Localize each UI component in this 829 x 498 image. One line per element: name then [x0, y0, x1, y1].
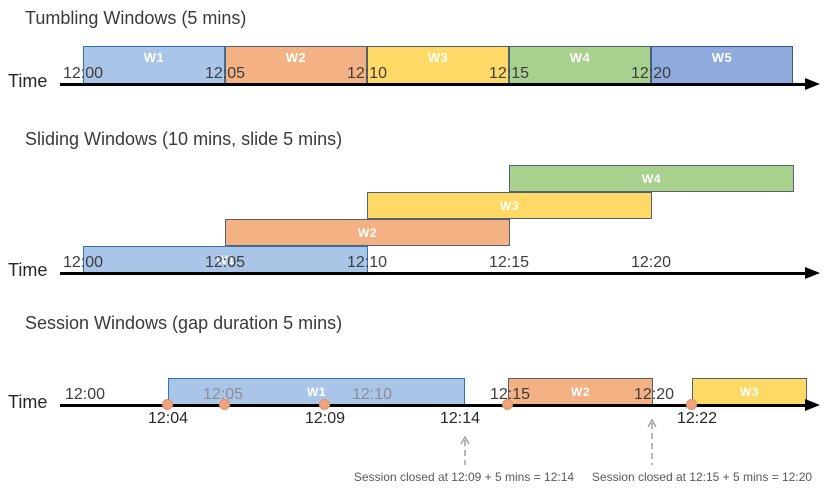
axis-tick-label: 12:00	[62, 65, 104, 82]
up-arrow-icon	[460, 435, 470, 465]
axis-tick-label: 12:15	[488, 254, 530, 271]
event-dot	[502, 399, 513, 410]
axis-tick-label: 12:00	[62, 254, 104, 271]
event-dot	[686, 399, 697, 410]
sliding-section-title: Sliding Windows (10 mins, slide 5 mins)	[25, 129, 343, 149]
axis-tick-label: 12:05	[204, 254, 246, 271]
axis-tick-label: 12:20	[630, 254, 672, 271]
axis-tick-label: 12:00	[64, 386, 106, 403]
event-dot	[162, 399, 173, 410]
sliding-window-w1: W1	[83, 246, 368, 273]
event-time-label: 12:09	[304, 410, 346, 427]
tumbling-window-w3: W3	[367, 46, 509, 84]
window-label: W4	[569, 50, 591, 65]
window-label: W1	[216, 252, 235, 267]
axis-arrowhead-icon	[805, 78, 820, 90]
sliding-window-w3: W3	[367, 192, 652, 219]
window-label: W1	[307, 384, 326, 399]
sliding-time-axis-label: Time	[8, 260, 48, 280]
event-dot	[219, 399, 230, 410]
tumbling-window-w5: W5	[651, 46, 793, 84]
axis-arrowhead-icon	[805, 267, 820, 279]
event-time-label: 12:04	[147, 410, 189, 427]
sliding-window-w2: W2	[225, 219, 510, 246]
event-dot	[319, 399, 330, 410]
sliding-time-axis	[60, 272, 808, 275]
axis-tick-label: 12:15	[488, 65, 530, 82]
up-arrow-icon	[647, 418, 657, 465]
axis-tick-label: 12:15	[489, 386, 531, 403]
session-window-w1: W1	[168, 378, 465, 405]
axis-tick-label: 12:10	[346, 65, 388, 82]
tumbling-section-title: Tumbling Windows (5 mins)	[25, 8, 247, 28]
window-label: W4	[642, 171, 661, 186]
session-window-w2: W2	[508, 378, 653, 405]
session-time-axis-label: Time	[8, 392, 48, 412]
session-closed-annotation: Session closed at 12:09 + 5 mins = 12:14	[353, 470, 575, 484]
session-window-w3: W3	[692, 378, 807, 405]
axis-tick-label: 12:10	[351, 386, 393, 403]
axis-tick-label: 12:05	[204, 65, 246, 82]
session-closed-annotation: Session closed at 12:15 + 5 mins = 12:20	[591, 470, 813, 484]
tumbling-time-axis-label: Time	[8, 71, 48, 91]
window-label: W5	[711, 50, 733, 65]
window-label: W3	[740, 384, 759, 399]
window-label: W3	[500, 198, 519, 213]
event-time-label: 12:22	[676, 410, 718, 427]
sliding-window-w4: W4	[509, 165, 794, 192]
axis-tick-label: 12:20	[630, 65, 672, 82]
window-label: W2	[285, 50, 307, 65]
session-section-title: Session Windows (gap duration 5 mins)	[25, 313, 343, 333]
axis-arrowhead-icon	[805, 399, 820, 411]
tumbling-window-w1: W1	[83, 46, 225, 84]
window-label: W2	[358, 225, 377, 240]
tumbling-time-axis	[60, 83, 808, 86]
window-label: W2	[571, 384, 590, 399]
session-time-axis	[60, 404, 808, 407]
window-label: W3	[427, 50, 449, 65]
axis-tick-label: 12:10	[346, 254, 388, 271]
window-label: W1	[143, 50, 165, 65]
event-time-label: 12:14	[439, 410, 481, 427]
axis-tick-label: 12:20	[633, 386, 675, 403]
axis-tick-label: 12:05	[202, 386, 244, 403]
